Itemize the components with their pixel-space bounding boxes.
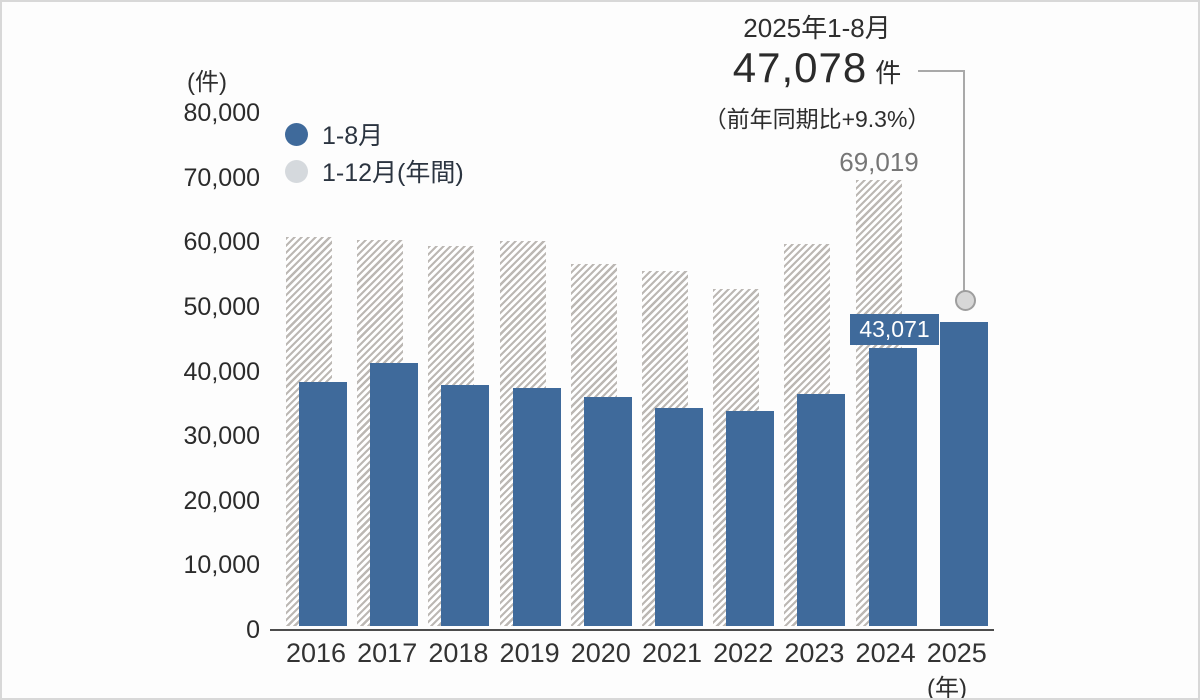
x-tick-2021: 2021 xyxy=(641,638,703,668)
callout-value-line: 47,078 件 xyxy=(652,46,982,100)
x-axis-unit-label: (年) xyxy=(927,675,967,700)
bar-aug-2020 xyxy=(583,397,632,626)
y-axis-unit-label: (件) xyxy=(187,69,227,96)
legend-item-annual: 1-12月(年間) xyxy=(285,153,464,189)
bar-aug-2017 xyxy=(370,363,419,626)
x-tick-2019: 2019 xyxy=(499,638,560,668)
bar-aug-2018 xyxy=(441,385,490,626)
bar-aug-2021 xyxy=(655,408,703,626)
legend-label-aug: 1-8月 xyxy=(322,122,384,150)
callout-connector-vertical xyxy=(963,70,965,291)
legend-item-aug: 1-8月 xyxy=(285,116,383,152)
y-tick-80000: 80,000 xyxy=(183,99,260,128)
legend-dot-annual-icon xyxy=(285,159,308,183)
bar-aug-2023 xyxy=(797,394,846,626)
x-axis-line xyxy=(270,629,994,631)
bar-aug-2019 xyxy=(512,387,561,626)
callout-connector-horizontal xyxy=(918,70,964,72)
x-tick-2017: 2017 xyxy=(357,638,418,668)
callout-note: （前年同期比+9.3%） xyxy=(703,106,931,132)
callout-connector-endpoint-icon xyxy=(955,290,976,311)
y-tick-40000: 40,000 xyxy=(183,357,260,386)
callout-unit: 件 xyxy=(875,58,902,88)
y-tick-20000: 20,000 xyxy=(183,486,260,515)
data-label-annual-2024: 69,019 xyxy=(839,147,919,177)
x-tick-2016: 2016 xyxy=(285,638,347,668)
y-tick-60000: 60,000 xyxy=(183,228,260,257)
x-tick-2024: 2024 xyxy=(855,638,916,668)
y-tick-70000: 70,000 xyxy=(183,163,260,192)
y-tick-10000: 10,000 xyxy=(183,551,260,580)
x-tick-2023: 2023 xyxy=(784,638,845,668)
legend-dot-aug-icon xyxy=(285,122,308,146)
bar-aug-2025 xyxy=(939,321,988,626)
bar-aug-2022 xyxy=(726,410,775,626)
x-tick-2025: 2025 xyxy=(926,638,987,668)
x-tick-2018: 2018 xyxy=(428,638,489,668)
bar-aug-2024 xyxy=(868,347,917,626)
callout-title: 2025年1-8月 xyxy=(743,13,891,43)
legend-label-annual: 1-12月(年間) xyxy=(322,159,464,187)
y-tick-0: 0 xyxy=(246,616,260,644)
bar-aug-2016 xyxy=(299,382,347,626)
x-tick-2022: 2022 xyxy=(713,638,774,668)
data-label-aug-2024-badge: 43,071 xyxy=(850,314,939,345)
y-tick-30000: 30,000 xyxy=(183,422,260,451)
x-tick-2020: 2020 xyxy=(570,638,631,668)
y-tick-50000: 50,000 xyxy=(183,293,260,321)
callout-2025: 2025年1-8月 47,078 件 （前年同期比+9.3%） xyxy=(652,12,982,134)
callout-value: 47,078 xyxy=(732,44,868,91)
